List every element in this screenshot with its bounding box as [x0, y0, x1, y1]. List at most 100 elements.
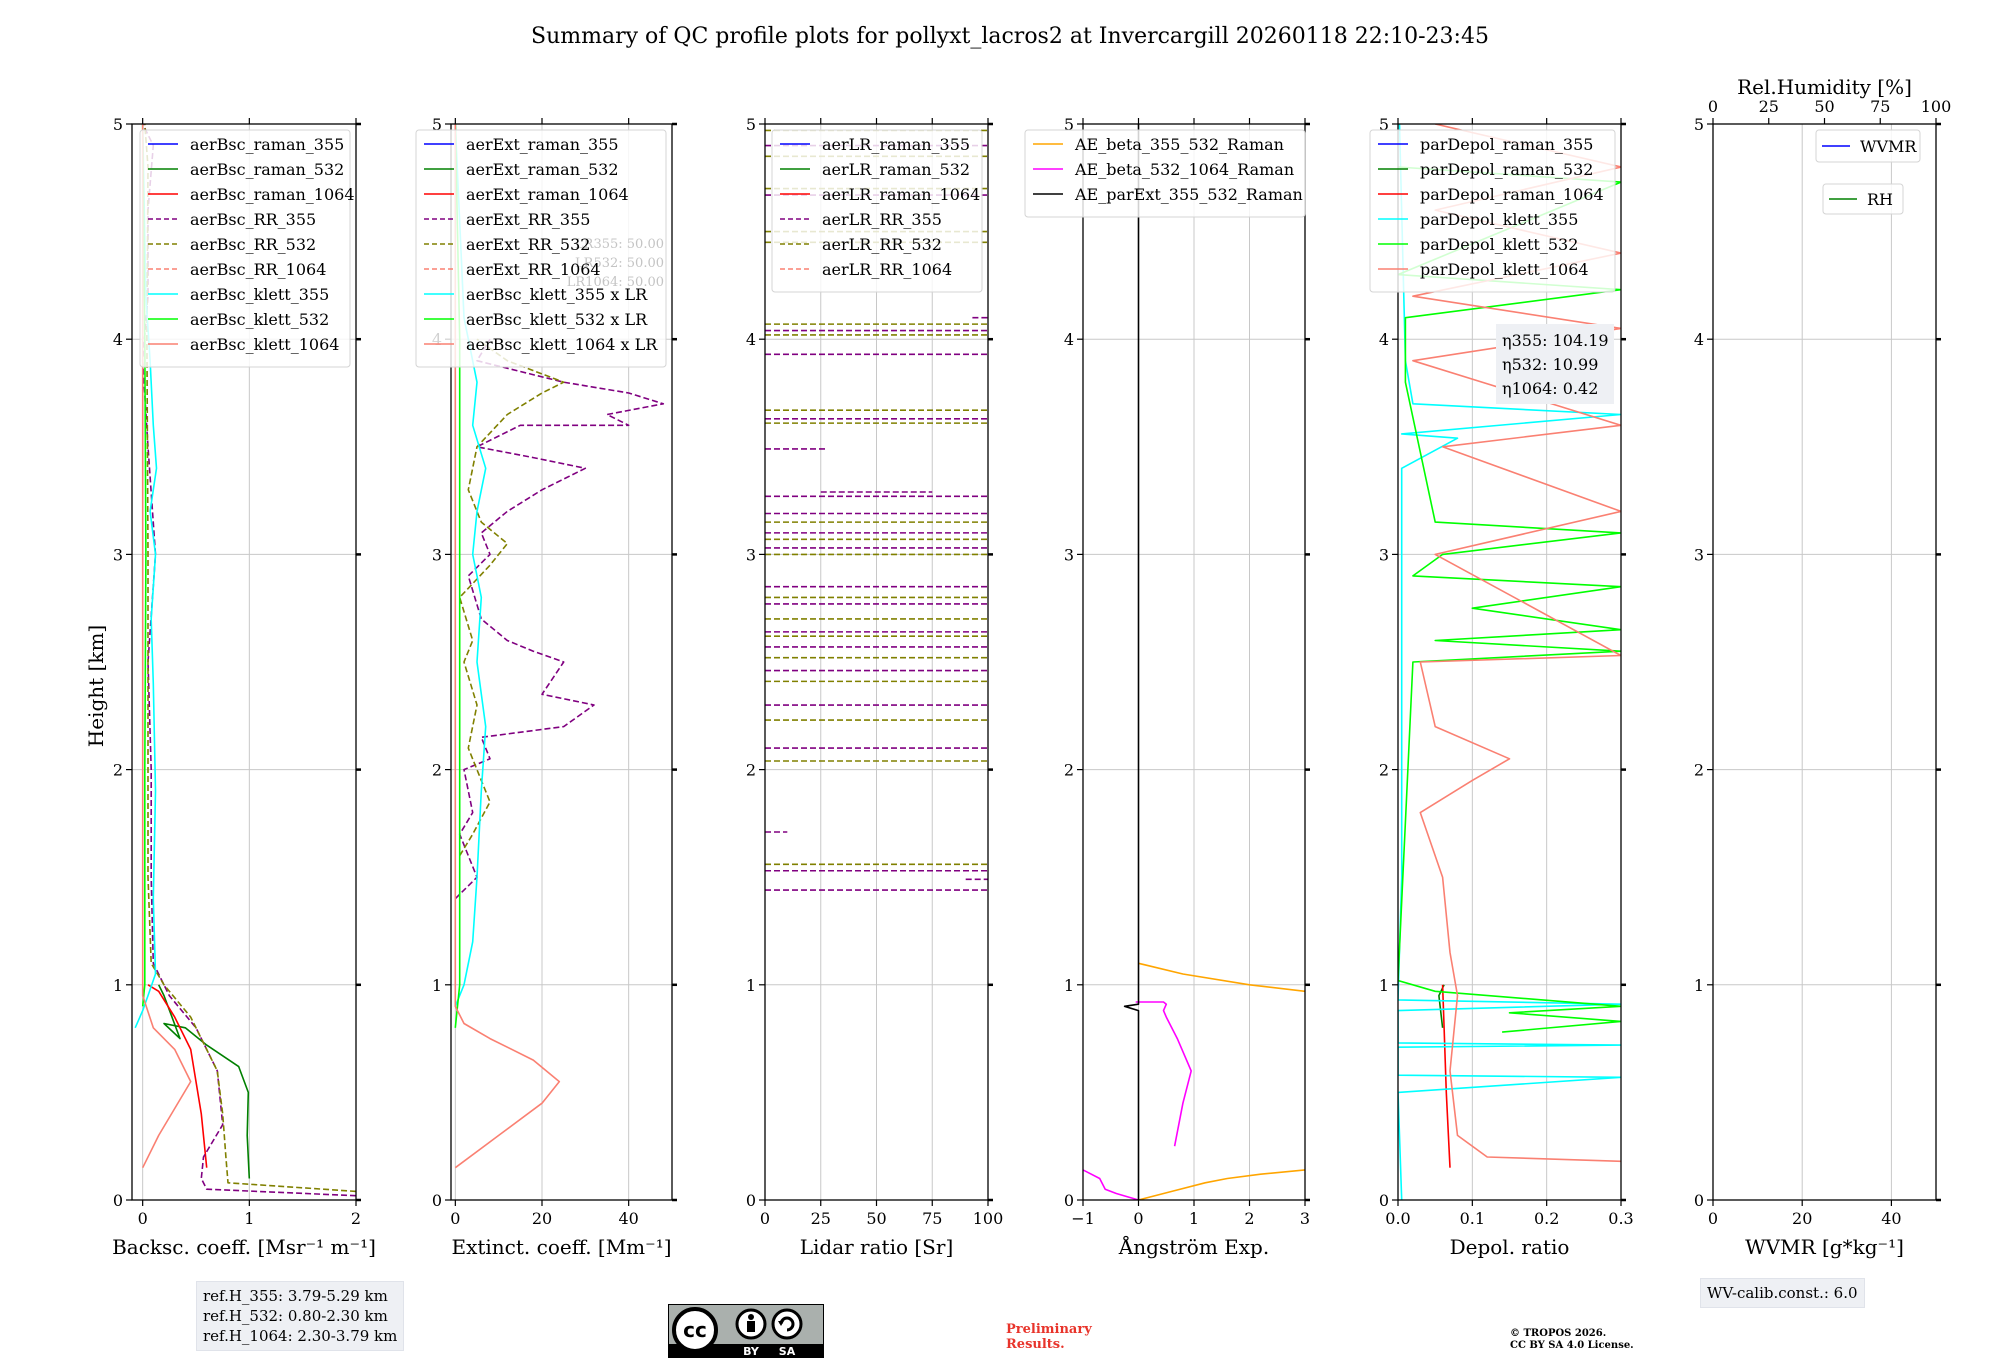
y-tick-label: 3 [113, 545, 123, 564]
y-tick-label: 1 [746, 976, 756, 995]
legend: aerBsc_raman_355 aerBsc_raman_532 aerBsc_r… [139, 129, 355, 368]
y-tick-label: 4 [1064, 330, 1074, 349]
subplot-wv: 0 20 40 0 1 2 3 4 5 WVMR [g*kg⁻¹] 0 25 50 75 100 Rel.Hu… [1694, 75, 1951, 1259]
series-line-aerBsc_klett_1064 x LR [454, 124, 561, 1169]
x-axis-label: Ångström Exp. [1118, 1234, 1269, 1259]
y-tick-label: 4 [1694, 330, 1704, 349]
y-tick-label: 5 [432, 115, 442, 134]
legend-label: aerBsc_klett_1064 [190, 335, 339, 354]
y-tick-label: 4 [746, 330, 756, 349]
legend-WVMR: WVMR [1815, 129, 1921, 163]
y-tick-label: 2 [113, 761, 123, 780]
legend-label: aerExt_RR_355 [466, 210, 590, 229]
y-tick-label: 3 [1694, 545, 1704, 564]
x-tick-label: 1 [244, 1209, 254, 1228]
x-tick-label: 0 [1133, 1209, 1143, 1228]
legend-label: aerExt_raman_532 [466, 160, 619, 179]
y-tick-label: 0 [113, 1191, 123, 1210]
legend-label: aerLR_raman_532 [822, 160, 970, 179]
y-tick-label: 3 [432, 545, 442, 564]
legend-box [1822, 183, 1904, 215]
cc-by-sa-license-logo[interactable]: cc BY SA [668, 1304, 824, 1358]
x-tick-label: 2 [1244, 1209, 1254, 1228]
x-tick-label: 0 [450, 1209, 460, 1228]
lidar-ratio-note: LR355: 50.00 [575, 237, 664, 252]
top-axis-label: Rel.Humidity [%] [1737, 75, 1912, 99]
series-line-aerBsc_klett_355 x LR [454, 124, 487, 1007]
subplot-ext: 02040012345Extinct. coeff. [Mm⁻¹]LR355: … [415, 115, 677, 1259]
plot-data [134, 124, 356, 1197]
series-line-AE_beta_355_532_Raman [1138, 1169, 1305, 1200]
x-tick-label: 50 [866, 1209, 886, 1228]
y-tick-label: 2 [1064, 761, 1074, 780]
legend: parDepol_raman_355 parDepol_raman_532 parD… [1369, 129, 1616, 293]
legend-box [1024, 129, 1306, 218]
series-line-AE_parExt_355_532_Raman [1123, 124, 1140, 1200]
y-tick-label: 5 [1064, 115, 1074, 134]
legend-label: aerLR_raman_355 [822, 135, 970, 154]
legend-label: aerExt_raman_1064 [466, 185, 629, 204]
series-line-aerBsc_raman_1064 [147, 984, 208, 1168]
legend-box [771, 129, 983, 293]
x-axis-label: Depol. ratio [1450, 1235, 1570, 1259]
x-axis-label: Extinct. coeff. [Mm⁻¹] [451, 1235, 671, 1259]
y-tick-label: 5 [113, 115, 123, 134]
copyright-note: © TROPOS 2026. CC BY SA 4.0 License. [1510, 1328, 1700, 1352]
legend-label: parDepol_raman_1064 [1420, 185, 1604, 204]
x-tick-label: 0 [760, 1209, 770, 1228]
cc-badge-text: cc [683, 1318, 707, 1342]
y-tick-label: 2 [432, 761, 442, 780]
y-tick-label: 0 [746, 1191, 756, 1210]
y-tick-label: 3 [746, 545, 756, 564]
legend-label: WVMR [1860, 137, 1917, 156]
ref-height-355: ref.H_355: 3.79-5.29 km [203, 1287, 388, 1305]
x-tick-label: 20 [532, 1209, 552, 1228]
y-tick-label: 4 [113, 330, 123, 349]
y-tick-label: 5 [746, 115, 756, 134]
series-line-aerBsc_klett_1064 [141, 124, 192, 1169]
x-tick-label: 3 [1300, 1209, 1310, 1228]
legend-label: aerBsc_RR_532 [190, 235, 316, 254]
ref-height-532: ref.H_532: 0.80-2.30 km [203, 1307, 388, 1325]
x-tick-label: 2 [351, 1209, 361, 1228]
eta-value: η1064: 0.42 [1502, 379, 1598, 398]
legend-label: aerBsc_klett_1064 x LR [466, 335, 658, 354]
eta-value: η532: 10.99 [1502, 355, 1598, 374]
legend: aerLR_raman_355 aerLR_raman_532 aerLR_rama… [771, 129, 983, 293]
series-line-AE_beta_355_532_Raman [1138, 962, 1305, 993]
x-tick-label: 0.0 [1385, 1209, 1410, 1228]
legend-label: aerLR_RR_1064 [822, 260, 952, 279]
legend-label: parDepol_klett_1064 [1420, 260, 1589, 279]
legend-label: parDepol_raman_532 [1420, 160, 1593, 179]
legend-label: aerLR_RR_532 [822, 235, 942, 254]
x-tick-label: 0 [1708, 1209, 1718, 1228]
x-tick-label: 0.2 [1534, 1209, 1559, 1228]
legend-label: aerLR_raman_1064 [822, 185, 980, 204]
legend-label: AE_beta_355_532_Raman [1074, 135, 1284, 154]
eta-box [1496, 324, 1614, 404]
top-x-tick-label: 0 [1708, 97, 1718, 116]
x-tick-label: 0 [138, 1209, 148, 1228]
legend-label: parDepol_klett_355 [1420, 210, 1578, 229]
x-tick-label: 0.1 [1460, 1209, 1485, 1228]
axes-frame [1397, 123, 1622, 1201]
x-axis-label: Backsc. coeff. [Msr⁻¹ m⁻¹] [112, 1235, 376, 1259]
x-axis-label: WVMR [g*kg⁻¹] [1745, 1235, 1904, 1259]
subplot-lr: 0 25 50 75 100 0 1 2 3 4 5 Lidar ratio [Sr] aerLR_ra… [746, 115, 1003, 1259]
series-line-parDepol_klett_532 [1398, 166, 1621, 1033]
legend-label: aerBsc_klett_532 x LR [466, 310, 648, 329]
sa-share-alike-icon [771, 1308, 803, 1340]
y-tick-label: 3 [1064, 545, 1074, 564]
legend-label: aerBsc_klett_355 x LR [466, 285, 648, 304]
figure-title: Summary of QC profile plots for pollyxt_… [531, 24, 1489, 49]
x-tick-label: 100 [973, 1209, 1004, 1228]
ref-height-1064: ref.H_1064: 2.30-3.79 km [203, 1327, 398, 1345]
legend-label: aerExt_RR_1064 [466, 260, 601, 279]
legend-label: AE_beta_532_1064_Raman [1074, 160, 1294, 179]
legend-label: aerBsc_klett_532 [190, 310, 329, 329]
y-tick-label: 3 [1379, 545, 1389, 564]
preliminary-results-note: Preliminary Results. [1006, 1322, 1166, 1352]
y-tick-label: 5 [1379, 115, 1389, 134]
